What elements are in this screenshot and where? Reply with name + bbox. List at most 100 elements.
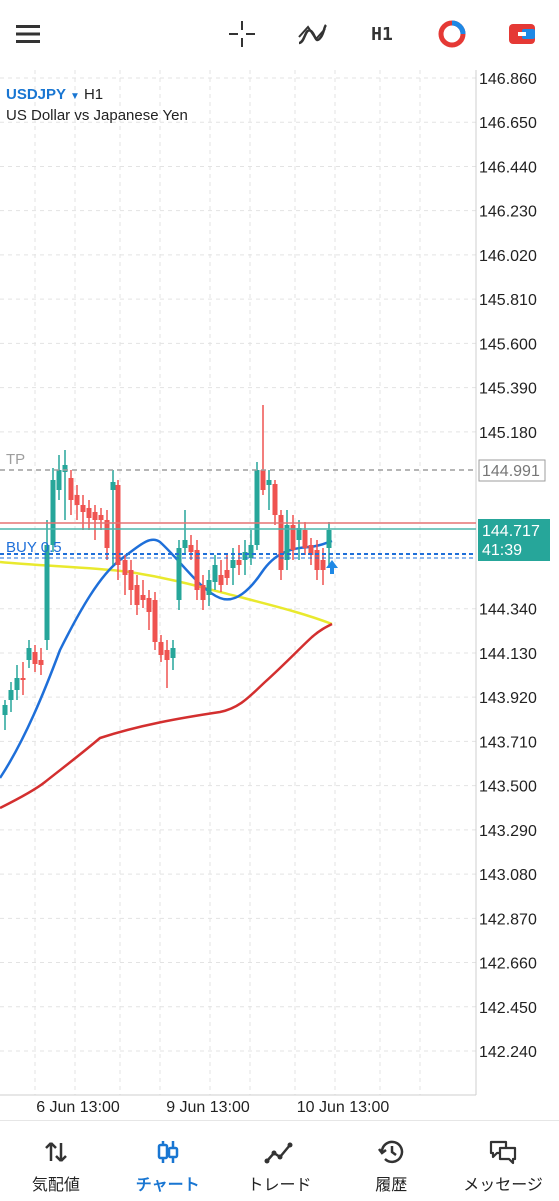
candle-body [44, 545, 50, 640]
candle-body [164, 650, 170, 660]
candle-bull [176, 540, 182, 610]
top-toolbar: H1 [0, 0, 559, 70]
candle-bull [170, 640, 176, 670]
symbol-dropdown-icon[interactable]: ▼ [70, 91, 80, 102]
candle-bear [38, 648, 44, 675]
candle-bear [146, 590, 152, 630]
nav-history[interactable]: 履歴 [335, 1121, 447, 1201]
price-tick-label: 145.810 [479, 292, 537, 309]
candle-body [218, 575, 224, 585]
price-tick-label: 143.710 [479, 734, 537, 751]
candle-body [110, 482, 116, 490]
candle-body [182, 540, 188, 548]
candle-body [290, 525, 296, 550]
buy-arrow-stem [330, 568, 334, 574]
objects-icon[interactable] [502, 14, 542, 54]
price-tick-label: 145.180 [479, 425, 537, 442]
candle-bull [284, 510, 290, 570]
timeframe-button[interactable]: H1 [371, 23, 393, 45]
candle-body [98, 515, 104, 520]
candle-bull [206, 570, 212, 606]
trade-icon [264, 1142, 293, 1164]
candle-body [194, 550, 200, 590]
candle-bear [302, 522, 308, 555]
chart-type-icon[interactable] [432, 14, 472, 54]
candle-bull [212, 555, 218, 590]
position-label: BUY 0.5 [6, 539, 62, 556]
bottom-navigation: 気配値 チャート トレード 履歴 メッセージ [0, 1120, 559, 1201]
candle-bear [236, 545, 242, 575]
symbol-header[interactable]: USDJPY ▼ H1 [6, 86, 103, 103]
candle-body [115, 485, 121, 565]
symbol-description: US Dollar vs Japanese Yen [6, 107, 188, 124]
candle-body [8, 690, 14, 700]
candle-body [266, 480, 272, 485]
candle-body [224, 570, 230, 578]
candle-bear [272, 480, 278, 525]
nav-trade[interactable]: トレード [224, 1121, 336, 1201]
nav-quotes[interactable]: 気配値 [0, 1121, 112, 1201]
price-tick-label: 146.860 [479, 71, 537, 88]
buy-arrow-icon [326, 560, 338, 568]
candle-bear [98, 508, 104, 530]
candle-body [62, 465, 68, 472]
candle-bull [296, 520, 302, 560]
symbol-code[interactable]: USDJPY [6, 86, 67, 103]
nav-history-label: 履歴 [375, 1177, 408, 1194]
time-tick-label: 6 Jun 13:00 [36, 1099, 120, 1116]
candle-bull [26, 640, 32, 668]
nav-messages-label: メッセージ [463, 1177, 543, 1194]
candle-body [200, 585, 206, 600]
candle-body [260, 470, 266, 490]
candle-bear [128, 560, 134, 605]
candle-bear [86, 500, 92, 530]
candle-body [92, 512, 98, 520]
candle-body [122, 560, 128, 575]
candle-body [254, 470, 260, 545]
ma-red-line [0, 622, 333, 810]
candle-body [68, 478, 74, 500]
nav-messages[interactable]: メッセージ [447, 1121, 559, 1201]
candle-body [236, 560, 242, 565]
candle-body [326, 530, 332, 548]
price-tick-label: 144.340 [479, 602, 537, 619]
time-tick-label: 10 Jun 13:00 [297, 1099, 390, 1116]
candle-body [140, 595, 146, 600]
nav-chart[interactable]: チャート [112, 1121, 224, 1201]
crosshair-icon[interactable] [222, 14, 262, 54]
price-tick-label: 142.660 [479, 956, 537, 973]
price-tick-label: 145.600 [479, 336, 537, 353]
hamburger-icon[interactable] [8, 14, 48, 54]
candle-bear [218, 560, 224, 592]
candle-bear [260, 405, 266, 495]
candle-body [296, 528, 302, 540]
candle-body [242, 552, 248, 560]
candle-bear [164, 640, 170, 688]
candle-body [272, 484, 278, 515]
candle-body [158, 642, 164, 655]
symbol-timeframe: H1 [83, 86, 104, 103]
candle-bear [158, 635, 164, 662]
candle-body [32, 652, 38, 664]
candle-bear [122, 555, 128, 595]
candle-bear [68, 470, 74, 515]
candle-bull [2, 700, 8, 730]
candle-bear [32, 645, 38, 672]
candle-bull [248, 530, 254, 565]
price-tick-label: 146.020 [479, 248, 537, 265]
history-icon [378, 1140, 404, 1164]
candle-body [14, 678, 20, 690]
candle-bear [194, 540, 200, 600]
candle-body [56, 470, 62, 490]
indicators-icon[interactable] [292, 14, 332, 54]
candle-body [104, 520, 110, 548]
quotes-icon [45, 1142, 67, 1162]
current-price-label: 144.717 [482, 523, 540, 540]
candle-bear [104, 510, 110, 560]
price-chart[interactable]: TP 144.991 BUY 0.5 144.717 41:39 146.860 146.… [0, 70, 559, 1120]
chart-canvas[interactable]: TP 144.991 BUY 0.5 144.717 41:39 146.860 146.… [0, 70, 559, 1120]
price-tick-label: 142.450 [479, 1000, 537, 1017]
candle-body [26, 648, 32, 660]
candle-bear [20, 662, 26, 695]
candle-bear [224, 555, 230, 585]
